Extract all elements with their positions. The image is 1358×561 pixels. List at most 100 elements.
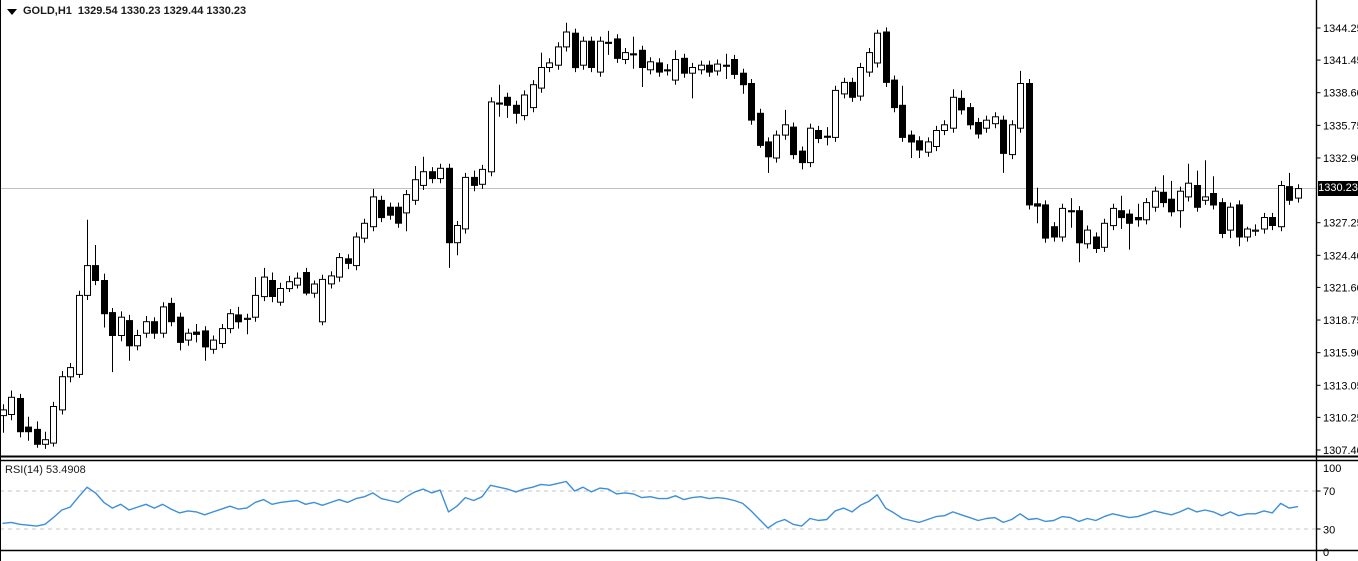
chevron-down-icon bbox=[7, 8, 17, 15]
candles-group bbox=[0, 22, 1302, 449]
candle-bull bbox=[50, 406, 57, 444]
candle-bear bbox=[639, 49, 646, 68]
candle-bear bbox=[975, 122, 982, 135]
candle-bear bbox=[202, 330, 209, 348]
candle-bull bbox=[412, 179, 419, 201]
candle-bull bbox=[210, 339, 217, 350]
price-axis-label: 1332.90 bbox=[1323, 153, 1358, 165]
candle-bear bbox=[1000, 119, 1007, 154]
candle-bull bbox=[933, 130, 940, 147]
current-price-tag: 1330.23 bbox=[1318, 181, 1358, 196]
candle-bull bbox=[277, 288, 284, 303]
candle-bull bbox=[1244, 228, 1251, 238]
candle-bull bbox=[714, 63, 721, 72]
candle-bear bbox=[1034, 203, 1041, 207]
candle-bear bbox=[572, 32, 579, 69]
candle-bear bbox=[168, 302, 175, 323]
candle-bull bbox=[1059, 207, 1066, 238]
candle-bull bbox=[160, 306, 167, 334]
candle-bull bbox=[925, 141, 932, 153]
price-axis-label: 1335.75 bbox=[1323, 120, 1358, 132]
candle-bear bbox=[1042, 204, 1049, 239]
candle-bear bbox=[269, 280, 276, 297]
candle-bull bbox=[1185, 182, 1192, 198]
price-axis-label: 1318.75 bbox=[1323, 315, 1358, 327]
price-axis-label: 1341.45 bbox=[1323, 55, 1358, 67]
candle-bear bbox=[34, 428, 41, 445]
candle-bear bbox=[1051, 226, 1058, 238]
candle-bear bbox=[723, 64, 730, 67]
candle-bull bbox=[672, 59, 679, 81]
candle-bull bbox=[8, 396, 15, 415]
candle-bear bbox=[891, 79, 898, 109]
candle-bull bbox=[67, 367, 74, 378]
candle-bull bbox=[622, 52, 629, 60]
candle-bear bbox=[916, 140, 923, 151]
candle-bull bbox=[563, 31, 570, 48]
quote-ohlc-label: 1329.54 1330.23 1329.44 1330.23 bbox=[77, 5, 247, 17]
candle-bear bbox=[446, 167, 453, 244]
candle-bull bbox=[454, 225, 461, 244]
candle-bull bbox=[328, 275, 335, 285]
price-axis-label: 1324.40 bbox=[1323, 250, 1358, 262]
candle-bear bbox=[908, 134, 915, 143]
candle-bear bbox=[958, 97, 965, 111]
candle-bear bbox=[429, 171, 436, 180]
rsi-indicator-label: RSI(14) 53.4908 bbox=[5, 464, 86, 476]
candle-bear bbox=[899, 104, 906, 138]
candle-bear bbox=[1286, 186, 1293, 201]
candle-bull bbox=[286, 281, 293, 290]
candle-bear bbox=[504, 96, 511, 106]
candle-bear bbox=[740, 72, 747, 86]
candle-bear bbox=[471, 176, 478, 186]
candle-bull bbox=[597, 40, 604, 73]
candle-bull bbox=[311, 283, 318, 294]
candle-bull bbox=[336, 257, 343, 278]
candle-bull bbox=[252, 294, 259, 318]
candle-bear bbox=[588, 40, 595, 68]
candle-bull bbox=[134, 335, 141, 347]
candle-bull bbox=[530, 84, 537, 109]
candle-bear bbox=[681, 57, 688, 74]
candle-bear bbox=[824, 135, 831, 138]
candle-bear bbox=[126, 320, 133, 347]
candle-bear bbox=[815, 130, 822, 139]
chart-title: GOLD,H1 1329.54 1330.23 1329.44 1330.23 bbox=[7, 5, 246, 17]
candle-bull bbox=[580, 40, 587, 66]
candle-bull bbox=[832, 89, 839, 138]
candle-bear bbox=[25, 426, 32, 433]
price-axis-label: 1338.60 bbox=[1323, 88, 1358, 100]
candle-bear bbox=[731, 59, 738, 75]
candle-bear bbox=[664, 69, 671, 72]
candle-bull bbox=[782, 124, 789, 136]
candle-bear bbox=[1269, 217, 1276, 226]
candle-bear bbox=[92, 265, 99, 282]
candle-bear bbox=[790, 126, 797, 156]
candle-bull bbox=[261, 276, 268, 298]
candle-bull bbox=[941, 124, 948, 132]
price-axis-label: 1327.25 bbox=[1323, 218, 1358, 230]
candle-bull bbox=[555, 46, 562, 66]
candle-bull bbox=[370, 196, 377, 228]
candle-bull bbox=[59, 376, 66, 411]
price-axis-label: 1313.05 bbox=[1323, 380, 1358, 392]
candle-bull bbox=[219, 328, 226, 345]
candle-bull bbox=[462, 176, 469, 230]
candle-bear bbox=[235, 314, 242, 323]
candle-bear bbox=[395, 206, 402, 224]
candle-bear bbox=[799, 150, 806, 164]
candle-bear bbox=[1219, 202, 1226, 235]
candle-bull bbox=[185, 332, 192, 341]
candle-bull bbox=[1009, 124, 1016, 156]
candle-bear bbox=[496, 102, 503, 105]
candle-bull bbox=[1202, 196, 1209, 201]
candle-bear bbox=[1236, 204, 1243, 238]
candle-bull bbox=[227, 313, 234, 330]
candle-bull bbox=[294, 277, 301, 286]
candle-bear bbox=[193, 331, 200, 335]
candle-bear bbox=[967, 107, 974, 126]
candle-bull bbox=[1295, 188, 1302, 199]
candle-bear bbox=[345, 258, 352, 264]
candle-bear bbox=[1126, 213, 1133, 224]
